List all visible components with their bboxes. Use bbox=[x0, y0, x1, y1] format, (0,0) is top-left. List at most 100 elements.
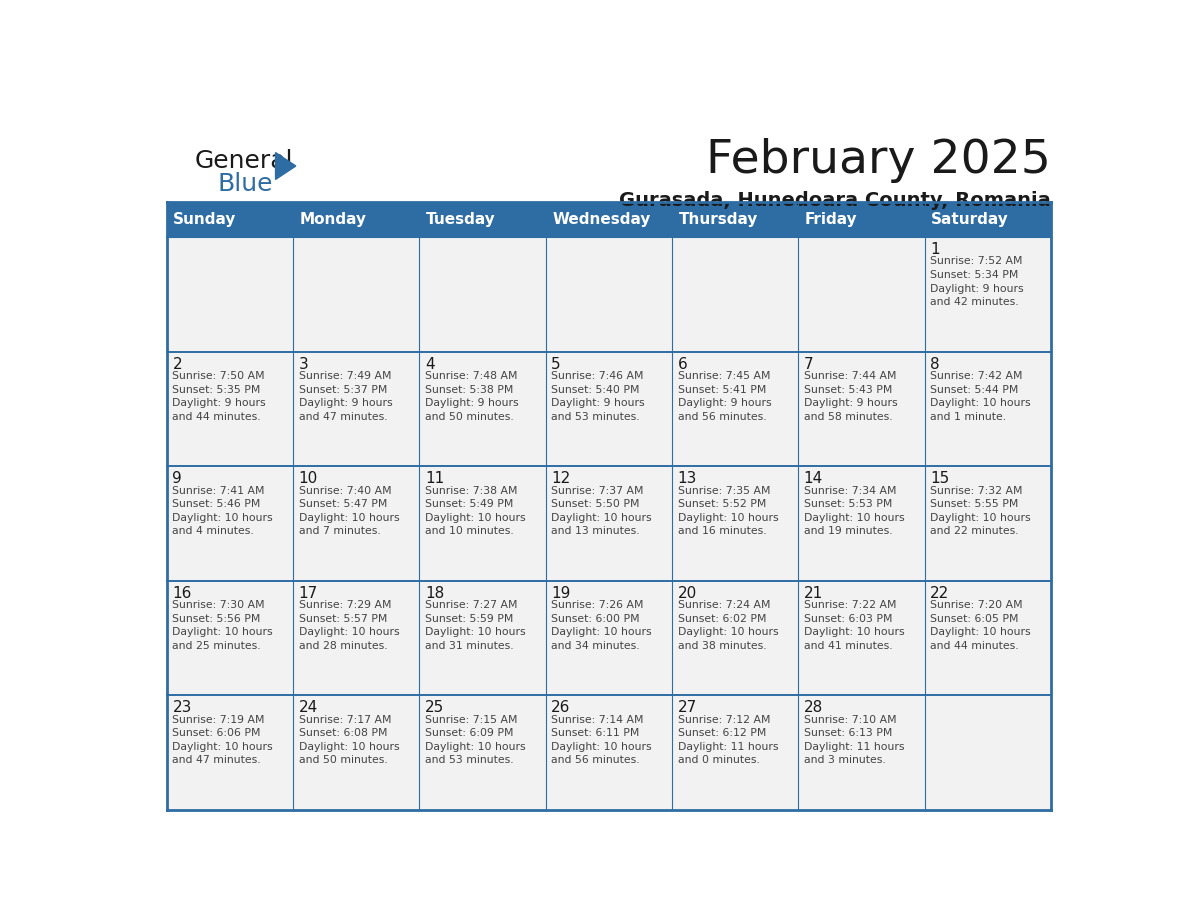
FancyBboxPatch shape bbox=[672, 696, 798, 810]
Text: Sunrise: 7:30 AM
Sunset: 5:56 PM
Daylight: 10 hours
and 25 minutes.: Sunrise: 7:30 AM Sunset: 5:56 PM Dayligh… bbox=[172, 600, 273, 651]
Text: 15: 15 bbox=[930, 471, 949, 487]
FancyBboxPatch shape bbox=[166, 466, 293, 581]
Text: Sunrise: 7:45 AM
Sunset: 5:41 PM
Daylight: 9 hours
and 56 minutes.: Sunrise: 7:45 AM Sunset: 5:41 PM Dayligh… bbox=[677, 371, 771, 421]
FancyBboxPatch shape bbox=[798, 202, 924, 238]
FancyBboxPatch shape bbox=[545, 238, 672, 352]
FancyBboxPatch shape bbox=[672, 581, 798, 696]
FancyBboxPatch shape bbox=[798, 466, 924, 581]
Text: 10: 10 bbox=[298, 471, 318, 487]
FancyBboxPatch shape bbox=[419, 202, 545, 238]
FancyBboxPatch shape bbox=[293, 352, 419, 466]
FancyBboxPatch shape bbox=[924, 352, 1051, 466]
Text: 24: 24 bbox=[298, 700, 318, 715]
FancyBboxPatch shape bbox=[798, 696, 924, 810]
Text: Sunrise: 7:44 AM
Sunset: 5:43 PM
Daylight: 9 hours
and 58 minutes.: Sunrise: 7:44 AM Sunset: 5:43 PM Dayligh… bbox=[804, 371, 897, 421]
FancyBboxPatch shape bbox=[166, 581, 293, 696]
Text: 11: 11 bbox=[425, 471, 444, 487]
Polygon shape bbox=[276, 152, 296, 179]
Text: Thursday: Thursday bbox=[678, 212, 758, 228]
Text: 13: 13 bbox=[677, 471, 697, 487]
Text: General: General bbox=[195, 149, 293, 173]
Text: Sunrise: 7:46 AM
Sunset: 5:40 PM
Daylight: 9 hours
and 53 minutes.: Sunrise: 7:46 AM Sunset: 5:40 PM Dayligh… bbox=[551, 371, 645, 421]
FancyBboxPatch shape bbox=[798, 352, 924, 466]
Text: Sunrise: 7:14 AM
Sunset: 6:11 PM
Daylight: 10 hours
and 56 minutes.: Sunrise: 7:14 AM Sunset: 6:11 PM Dayligh… bbox=[551, 714, 652, 766]
FancyBboxPatch shape bbox=[924, 696, 1051, 810]
Text: Sunrise: 7:10 AM
Sunset: 6:13 PM
Daylight: 11 hours
and 3 minutes.: Sunrise: 7:10 AM Sunset: 6:13 PM Dayligh… bbox=[804, 714, 904, 766]
FancyBboxPatch shape bbox=[545, 696, 672, 810]
Text: Sunrise: 7:41 AM
Sunset: 5:46 PM
Daylight: 10 hours
and 4 minutes.: Sunrise: 7:41 AM Sunset: 5:46 PM Dayligh… bbox=[172, 486, 273, 536]
FancyBboxPatch shape bbox=[166, 238, 293, 352]
Text: Sunrise: 7:49 AM
Sunset: 5:37 PM
Daylight: 9 hours
and 47 minutes.: Sunrise: 7:49 AM Sunset: 5:37 PM Dayligh… bbox=[298, 371, 392, 421]
Text: 14: 14 bbox=[804, 471, 823, 487]
FancyBboxPatch shape bbox=[924, 238, 1051, 352]
Text: Sunrise: 7:34 AM
Sunset: 5:53 PM
Daylight: 10 hours
and 19 minutes.: Sunrise: 7:34 AM Sunset: 5:53 PM Dayligh… bbox=[804, 486, 904, 536]
FancyBboxPatch shape bbox=[419, 466, 545, 581]
Text: Sunrise: 7:42 AM
Sunset: 5:44 PM
Daylight: 10 hours
and 1 minute.: Sunrise: 7:42 AM Sunset: 5:44 PM Dayligh… bbox=[930, 371, 1031, 421]
Text: Gurasada, Hunedoara County, Romania: Gurasada, Hunedoara County, Romania bbox=[619, 192, 1051, 210]
FancyBboxPatch shape bbox=[924, 466, 1051, 581]
Text: Blue: Blue bbox=[217, 173, 273, 196]
Text: 8: 8 bbox=[930, 357, 940, 372]
Text: 16: 16 bbox=[172, 586, 191, 601]
Text: Sunrise: 7:22 AM
Sunset: 6:03 PM
Daylight: 10 hours
and 41 minutes.: Sunrise: 7:22 AM Sunset: 6:03 PM Dayligh… bbox=[804, 600, 904, 651]
Text: Sunrise: 7:26 AM
Sunset: 6:00 PM
Daylight: 10 hours
and 34 minutes.: Sunrise: 7:26 AM Sunset: 6:00 PM Dayligh… bbox=[551, 600, 652, 651]
Text: 26: 26 bbox=[551, 700, 570, 715]
Text: 19: 19 bbox=[551, 586, 570, 601]
Text: Sunrise: 7:38 AM
Sunset: 5:49 PM
Daylight: 10 hours
and 10 minutes.: Sunrise: 7:38 AM Sunset: 5:49 PM Dayligh… bbox=[425, 486, 525, 536]
FancyBboxPatch shape bbox=[419, 352, 545, 466]
Text: Sunrise: 7:37 AM
Sunset: 5:50 PM
Daylight: 10 hours
and 13 minutes.: Sunrise: 7:37 AM Sunset: 5:50 PM Dayligh… bbox=[551, 486, 652, 536]
FancyBboxPatch shape bbox=[545, 202, 672, 238]
Text: Sunrise: 7:29 AM
Sunset: 5:57 PM
Daylight: 10 hours
and 28 minutes.: Sunrise: 7:29 AM Sunset: 5:57 PM Dayligh… bbox=[298, 600, 399, 651]
FancyBboxPatch shape bbox=[924, 581, 1051, 696]
FancyBboxPatch shape bbox=[166, 352, 293, 466]
Text: 7: 7 bbox=[804, 357, 814, 372]
FancyBboxPatch shape bbox=[293, 696, 419, 810]
Text: 9: 9 bbox=[172, 471, 182, 487]
FancyBboxPatch shape bbox=[419, 238, 545, 352]
FancyBboxPatch shape bbox=[545, 352, 672, 466]
Text: Sunrise: 7:32 AM
Sunset: 5:55 PM
Daylight: 10 hours
and 22 minutes.: Sunrise: 7:32 AM Sunset: 5:55 PM Dayligh… bbox=[930, 486, 1031, 536]
Text: Sunrise: 7:27 AM
Sunset: 5:59 PM
Daylight: 10 hours
and 31 minutes.: Sunrise: 7:27 AM Sunset: 5:59 PM Dayligh… bbox=[425, 600, 525, 651]
Text: 21: 21 bbox=[804, 586, 823, 601]
Text: 6: 6 bbox=[677, 357, 687, 372]
FancyBboxPatch shape bbox=[672, 202, 798, 238]
Text: 18: 18 bbox=[425, 586, 444, 601]
Text: 23: 23 bbox=[172, 700, 191, 715]
Text: February 2025: February 2025 bbox=[706, 139, 1051, 184]
Text: 4: 4 bbox=[425, 357, 435, 372]
Text: Sunrise: 7:48 AM
Sunset: 5:38 PM
Daylight: 9 hours
and 50 minutes.: Sunrise: 7:48 AM Sunset: 5:38 PM Dayligh… bbox=[425, 371, 519, 421]
FancyBboxPatch shape bbox=[924, 202, 1051, 238]
FancyBboxPatch shape bbox=[166, 696, 293, 810]
Text: Tuesday: Tuesday bbox=[425, 212, 495, 228]
Text: Sunrise: 7:20 AM
Sunset: 6:05 PM
Daylight: 10 hours
and 44 minutes.: Sunrise: 7:20 AM Sunset: 6:05 PM Dayligh… bbox=[930, 600, 1031, 651]
Text: Sunrise: 7:17 AM
Sunset: 6:08 PM
Daylight: 10 hours
and 50 minutes.: Sunrise: 7:17 AM Sunset: 6:08 PM Dayligh… bbox=[298, 714, 399, 766]
Text: Sunrise: 7:15 AM
Sunset: 6:09 PM
Daylight: 10 hours
and 53 minutes.: Sunrise: 7:15 AM Sunset: 6:09 PM Dayligh… bbox=[425, 714, 525, 766]
Text: 1: 1 bbox=[930, 242, 940, 257]
FancyBboxPatch shape bbox=[672, 466, 798, 581]
FancyBboxPatch shape bbox=[419, 696, 545, 810]
Text: Sunrise: 7:40 AM
Sunset: 5:47 PM
Daylight: 10 hours
and 7 minutes.: Sunrise: 7:40 AM Sunset: 5:47 PM Dayligh… bbox=[298, 486, 399, 536]
FancyBboxPatch shape bbox=[293, 466, 419, 581]
Text: 28: 28 bbox=[804, 700, 823, 715]
Text: Sunday: Sunday bbox=[173, 212, 236, 228]
Text: Friday: Friday bbox=[804, 212, 858, 228]
Text: Monday: Monday bbox=[299, 212, 367, 228]
FancyBboxPatch shape bbox=[419, 581, 545, 696]
Text: Sunrise: 7:50 AM
Sunset: 5:35 PM
Daylight: 9 hours
and 44 minutes.: Sunrise: 7:50 AM Sunset: 5:35 PM Dayligh… bbox=[172, 371, 266, 421]
FancyBboxPatch shape bbox=[293, 202, 419, 238]
Text: 2: 2 bbox=[172, 357, 182, 372]
Text: Sunrise: 7:19 AM
Sunset: 6:06 PM
Daylight: 10 hours
and 47 minutes.: Sunrise: 7:19 AM Sunset: 6:06 PM Dayligh… bbox=[172, 714, 273, 766]
Text: 3: 3 bbox=[298, 357, 309, 372]
Text: 5: 5 bbox=[551, 357, 561, 372]
Text: Sunrise: 7:52 AM
Sunset: 5:34 PM
Daylight: 9 hours
and 42 minutes.: Sunrise: 7:52 AM Sunset: 5:34 PM Dayligh… bbox=[930, 256, 1024, 308]
FancyBboxPatch shape bbox=[166, 202, 293, 238]
Text: 12: 12 bbox=[551, 471, 570, 487]
FancyBboxPatch shape bbox=[672, 352, 798, 466]
FancyBboxPatch shape bbox=[293, 238, 419, 352]
Text: Saturday: Saturday bbox=[931, 212, 1009, 228]
Text: Sunrise: 7:12 AM
Sunset: 6:12 PM
Daylight: 11 hours
and 0 minutes.: Sunrise: 7:12 AM Sunset: 6:12 PM Dayligh… bbox=[677, 714, 778, 766]
Text: 22: 22 bbox=[930, 586, 949, 601]
Text: 17: 17 bbox=[298, 586, 318, 601]
Text: 20: 20 bbox=[677, 586, 696, 601]
Text: Sunrise: 7:24 AM
Sunset: 6:02 PM
Daylight: 10 hours
and 38 minutes.: Sunrise: 7:24 AM Sunset: 6:02 PM Dayligh… bbox=[677, 600, 778, 651]
